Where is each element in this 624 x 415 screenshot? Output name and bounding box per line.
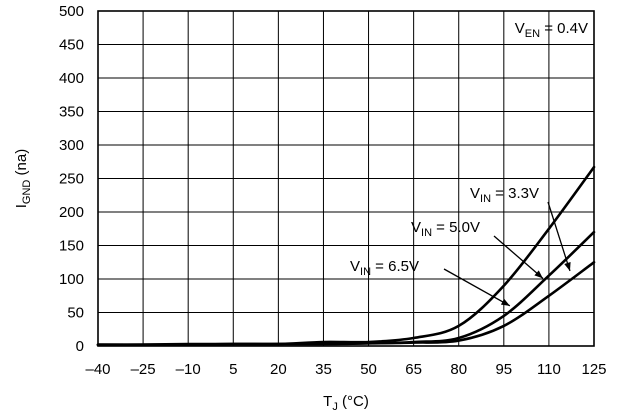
leader-vin-6v5-shaft xyxy=(443,268,511,307)
y-tick-label-9: 450 xyxy=(59,37,84,54)
x-tick-label-2: –10 xyxy=(176,361,201,378)
x-tick-label-10: 110 xyxy=(537,361,561,378)
plot-frame xyxy=(97,10,595,347)
x-tick-label-9: 95 xyxy=(495,361,512,378)
x-tick-labels: –40 –25 –10 5 20 35 50 65 80 95 110 125 xyxy=(85,361,606,378)
y-tick-label-3: 150 xyxy=(59,238,84,255)
y-tick-label-5: 250 xyxy=(59,171,84,188)
y-tick-label-0: 0 xyxy=(76,338,84,355)
leader-vin-3v3-shaft xyxy=(547,201,571,272)
y-tick-label-8: 400 xyxy=(59,70,84,87)
x-tick-label-0: –40 xyxy=(85,361,110,378)
annotation-ven: VEN = 0.4V xyxy=(515,20,588,40)
label-leaders xyxy=(443,201,571,307)
y-tick-label-6: 300 xyxy=(59,137,84,154)
x-tick-label-6: 50 xyxy=(360,361,377,378)
grid xyxy=(97,10,595,347)
x-axis-title: TJ (°C) xyxy=(323,393,369,413)
leader-vin-5v0-head xyxy=(534,270,543,279)
leader-vin-6v5-head xyxy=(500,298,510,306)
x-tick-label-4: 20 xyxy=(270,361,287,378)
y-tick-label-4: 200 xyxy=(59,204,84,221)
y-axis-title: IGND (na) xyxy=(13,149,33,208)
series-label-vin-5v0: VIN = 5.0V xyxy=(411,219,480,239)
x-tick-label-7: 65 xyxy=(405,361,422,378)
series-line-vin-5v0 xyxy=(96,230,596,347)
x-tick-label-1: –25 xyxy=(131,361,156,378)
y-tick-label-2: 100 xyxy=(59,271,84,288)
series-label-vin-6v5: VIN = 6.5V xyxy=(350,258,419,278)
leader-vin-5v0 xyxy=(493,235,544,279)
leader-vin-6v5 xyxy=(443,268,511,307)
y-tick-label-7: 350 xyxy=(59,104,84,121)
x-tick-label-8: 80 xyxy=(450,361,467,378)
series-line-vin-6v5 xyxy=(96,165,596,347)
series-label-vin-3v3: VIN = 3.3V xyxy=(470,185,539,205)
x-tick-label-11: 125 xyxy=(581,361,606,378)
y-tick-labels: 0 50 100 150 200 250 300 350 400 450 500 xyxy=(59,3,84,355)
leader-vin-5v0-shaft xyxy=(493,235,544,279)
leader-vin-3v3-head xyxy=(564,261,571,271)
curves xyxy=(96,165,596,347)
leader-vin-3v3 xyxy=(547,201,571,272)
x-tick-label-3: 5 xyxy=(229,361,237,378)
y-tick-label-10: 500 xyxy=(59,3,84,20)
x-tick-label-5: 35 xyxy=(315,361,332,378)
y-tick-label-1: 50 xyxy=(67,305,84,322)
